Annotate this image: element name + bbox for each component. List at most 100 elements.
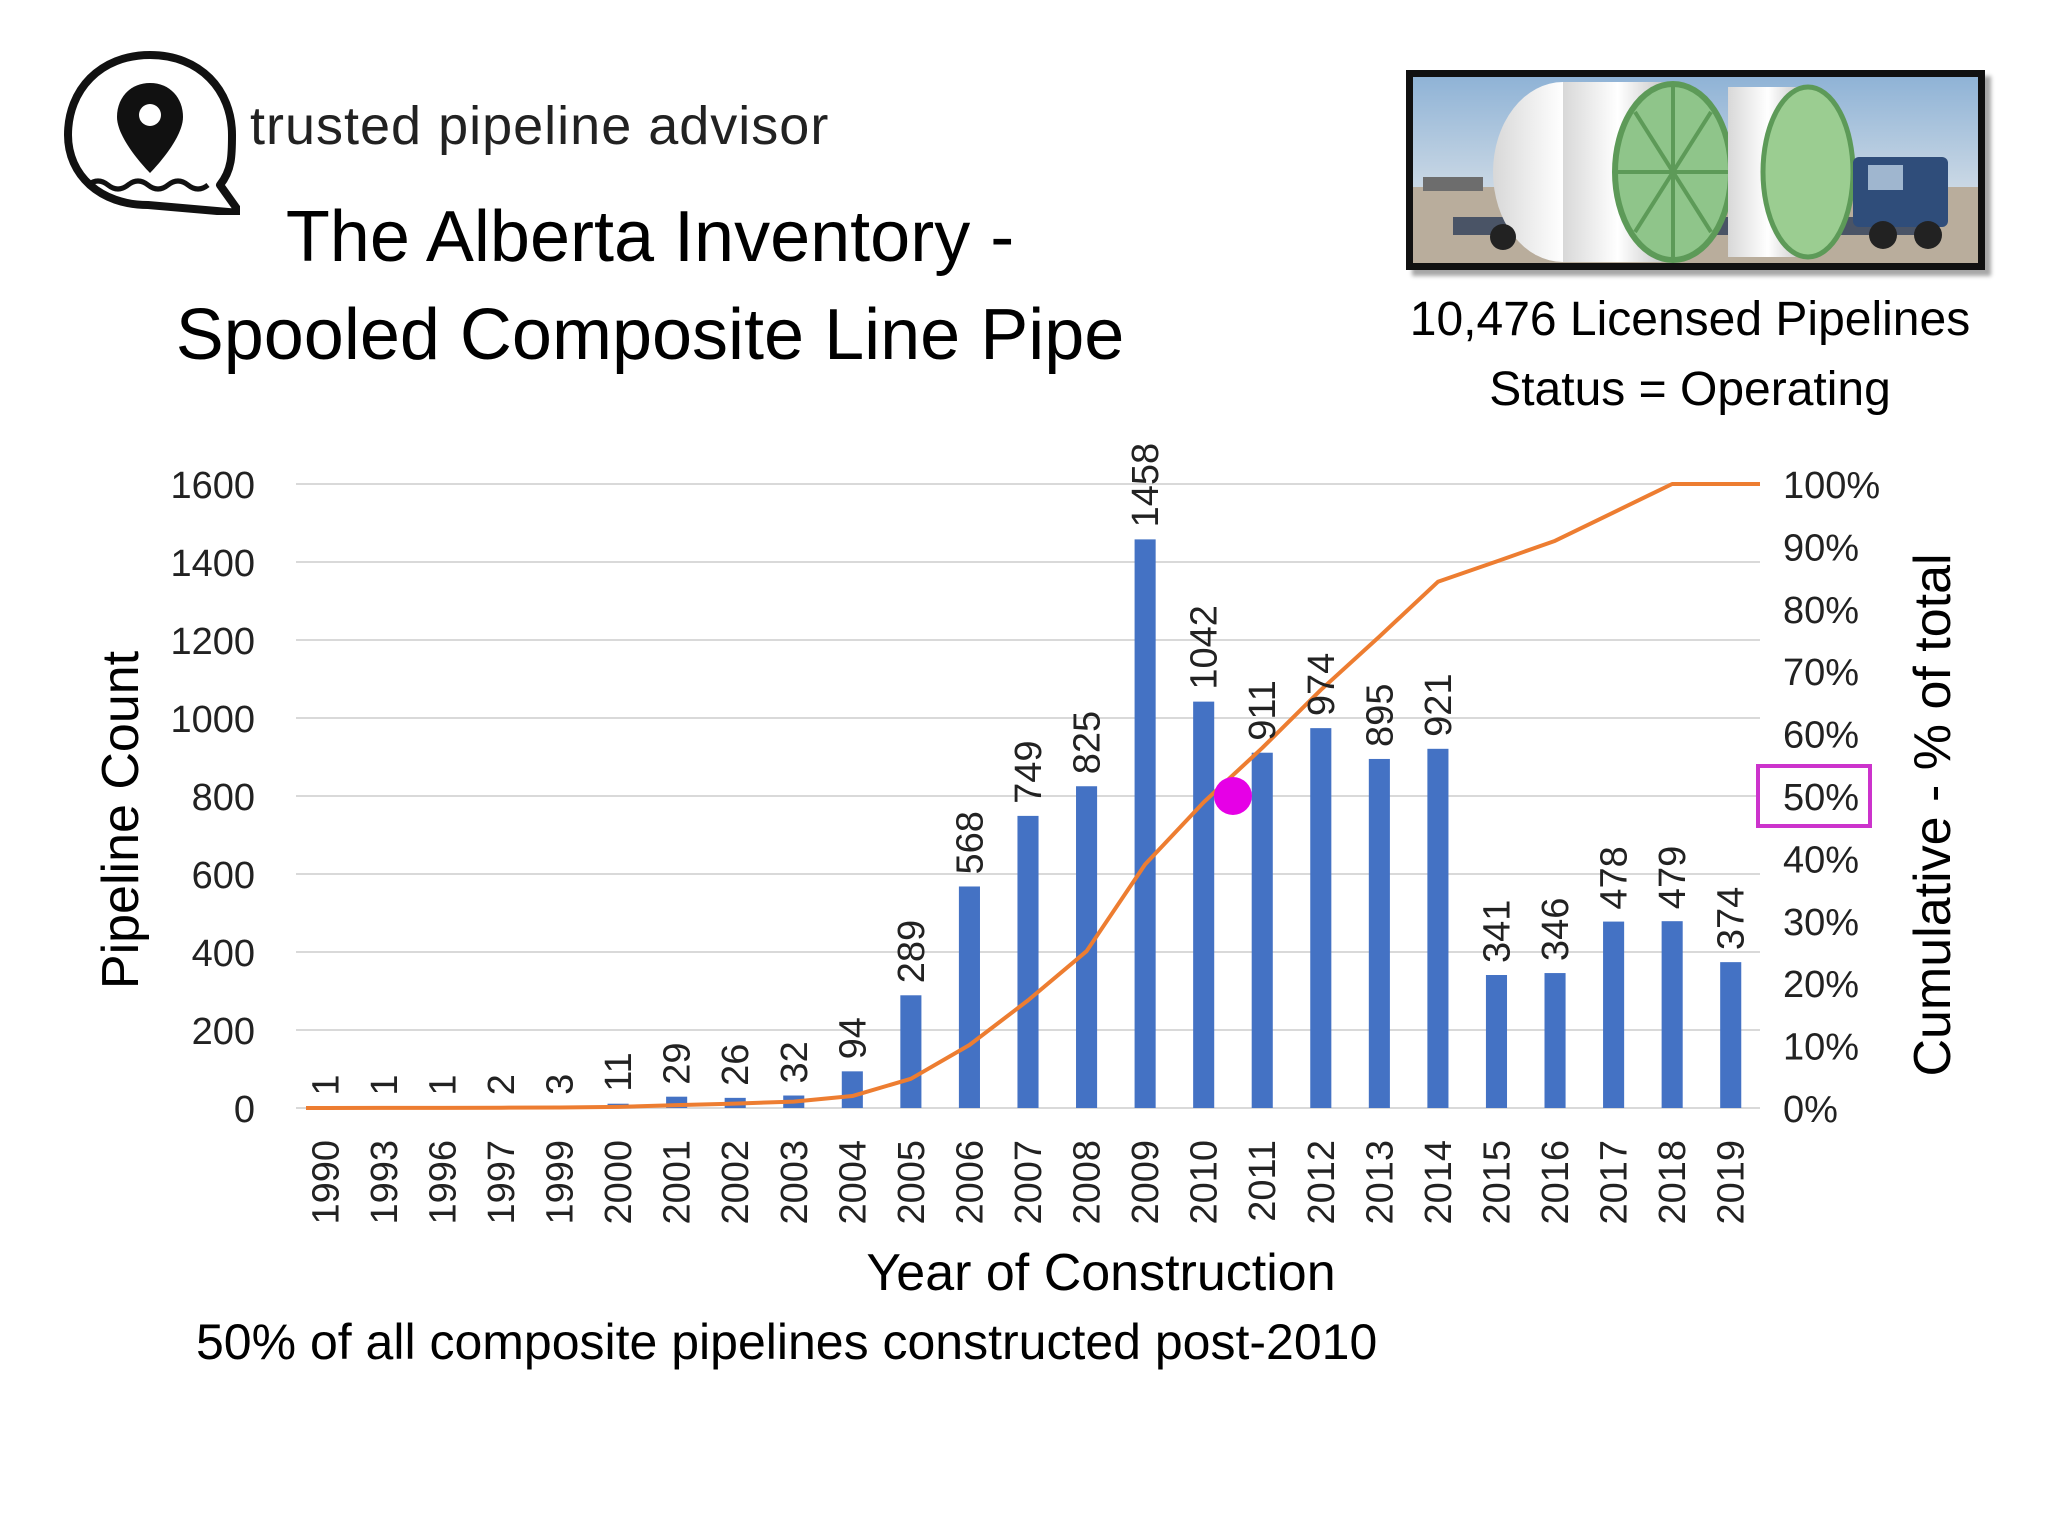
bar-data-label: 346 (1535, 898, 1577, 961)
chart-y-ticks: 0 200 400 600 800 1000 1200 1400 1600 (170, 465, 255, 1131)
bar-data-label: 29 (657, 1042, 699, 1084)
bar (1193, 701, 1215, 1108)
x-tick-label: 2002 (715, 1140, 757, 1225)
bar-data-label: 1458 (1125, 443, 1167, 528)
y-tick-label: 1600 (170, 465, 255, 507)
y-tick-label: 0 (234, 1089, 255, 1131)
y2-tick-label: 90% (1783, 527, 1859, 569)
bar-data-label: 911 (1242, 680, 1284, 741)
bar-data-label: 1 (422, 1074, 464, 1095)
bar (1368, 758, 1390, 1108)
x-tick-label: 2016 (1535, 1140, 1577, 1225)
fifty-percent-marker (1213, 777, 1252, 815)
highlight-box-50-percent (1756, 764, 1872, 828)
bar-data-label: 32 (774, 1041, 816, 1083)
bar-data-label: 825 (1067, 711, 1109, 774)
x-tick-label: 1990 (305, 1140, 347, 1225)
bar-data-label: 478 (1594, 846, 1636, 909)
bar-data-label: 921 (1418, 673, 1460, 736)
y-tick-label: 1000 (170, 699, 255, 741)
title-line-2: Spooled Composite Line Pipe (175, 295, 1125, 375)
bar-data-label: 341 (1476, 900, 1518, 963)
bar (1544, 973, 1566, 1108)
bar-data-label: 479 (1652, 846, 1694, 909)
bar (1661, 921, 1683, 1108)
brand-name: trusted pipeline advisor (250, 96, 830, 156)
x-tick-label: 2014 (1418, 1140, 1460, 1225)
y-tick-label: 600 (192, 855, 255, 897)
bar (958, 886, 980, 1108)
bar-data-label: 1042 (1184, 605, 1226, 690)
x-tick-label: 2010 (1184, 1140, 1226, 1225)
bar-data-label: 568 (949, 811, 991, 874)
x-tick-label: 2001 (657, 1140, 699, 1225)
y2-tick-label: 40% (1783, 839, 1859, 881)
y2-tick-label: 70% (1783, 652, 1859, 694)
bar (666, 1096, 688, 1108)
x-tick-label: 2007 (1008, 1140, 1050, 1225)
licensed-pipelines-count: 10,476 Licensed Pipelines (1409, 293, 1971, 346)
y2-tick-label: 50% (1783, 777, 1859, 819)
y-tick-label: 1400 (170, 543, 255, 585)
bar (1076, 786, 1098, 1108)
y-tick-label: 800 (192, 777, 255, 819)
x-tick-label: 1999 (540, 1140, 582, 1225)
bar-data-label: 94 (832, 1017, 874, 1059)
x-tick-label: 2012 (1301, 1140, 1343, 1225)
x-tick-label: 2018 (1652, 1140, 1694, 1225)
bar (1485, 975, 1508, 1108)
x-tick-label: 2004 (832, 1140, 874, 1225)
bar-data-label: 1 (305, 1074, 347, 1095)
x-tick-label: 2015 (1476, 1140, 1518, 1225)
y2-tick-label: 60% (1783, 715, 1859, 757)
brand-logo-icon (64, 51, 240, 215)
chart-annotations (1213, 764, 1872, 828)
bar (1310, 728, 1332, 1108)
y2-tick-label: 30% (1783, 902, 1859, 944)
title-line-1: The Alberta Inventory - (285, 197, 1015, 277)
x-tick-label: 2009 (1125, 1140, 1167, 1225)
cumulative-line (306, 482, 1760, 1110)
y2-tick-label: 100% (1783, 465, 1880, 507)
x-tick-label: 2000 (598, 1140, 640, 1225)
bar (1134, 539, 1156, 1108)
chart-bars (314, 539, 1742, 1110)
summary-note: 50% of all composite pipelines construct… (196, 1314, 1378, 1370)
bar-data-label: 3 (540, 1074, 582, 1095)
x-tick-label: 2011 (1242, 1140, 1284, 1222)
bar-data-label: 11 (598, 1052, 640, 1091)
x-tick-label: 2006 (949, 1140, 991, 1225)
y2-tick-label: 80% (1783, 590, 1859, 632)
bar-data-label: 749 (1008, 740, 1050, 803)
y2-tick-label: 20% (1783, 964, 1859, 1006)
bar-data-label: 974 (1301, 653, 1343, 716)
chart-cumulative-line (306, 482, 1760, 1110)
y2-tick-label: 0% (1783, 1089, 1838, 1131)
pipe-spools-on-truck-photo (1413, 77, 1978, 263)
x-tick-label: 2019 (1711, 1140, 1753, 1225)
x-axis-label: Year of Construction (866, 1244, 1335, 1302)
chart-x-ticks: 1990 1993 1996 1997 1999 2000 2001 2002 2003 2004… (305, 1140, 1752, 1225)
pipeline-stats: 10,476 Licensed Pipelines Status = Opera… (1370, 285, 2010, 425)
bar (900, 995, 922, 1108)
y2-tick-label: 10% (1783, 1027, 1859, 1069)
y-tick-label: 200 (192, 1011, 255, 1053)
bar-data-label: 895 (1359, 684, 1401, 747)
x-tick-label: 2008 (1067, 1140, 1109, 1225)
y-tick-label: 1200 (170, 621, 255, 663)
bar (841, 1071, 863, 1108)
x-tick-label: 1993 (364, 1140, 406, 1225)
bar-data-label: 26 (715, 1044, 757, 1086)
x-tick-label: 2017 (1594, 1140, 1636, 1225)
y-axis-label: Pipeline Count (92, 650, 150, 989)
y-tick-label: 400 (192, 933, 255, 975)
bar (1017, 815, 1039, 1108)
bar-data-label: 374 (1711, 887, 1753, 950)
x-tick-label: 2013 (1359, 1140, 1401, 1225)
bar (1720, 962, 1742, 1108)
x-tick-label: 1996 (422, 1140, 464, 1225)
page-title: The Alberta Inventory - Spooled Composit… (120, 188, 1180, 384)
bar-data-label: 2 (481, 1074, 523, 1095)
